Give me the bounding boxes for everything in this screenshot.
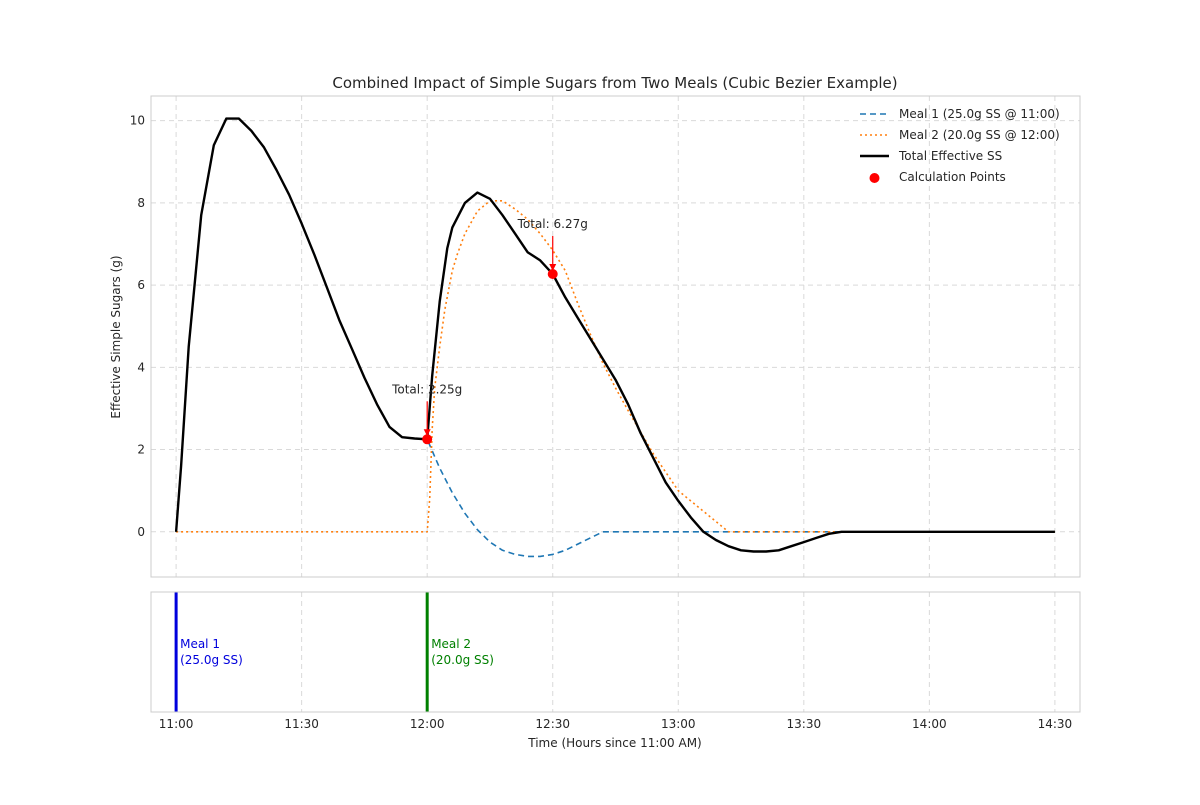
bottom-plot-frame	[150, 591, 1081, 713]
calculation-point-1	[547, 269, 558, 280]
x-tick-label-4: 13:00	[661, 717, 696, 731]
annotation-label-0: Total: 2.25g	[391, 382, 462, 396]
y-tick-label-5: 10	[130, 114, 145, 128]
legend-label-3: Calculation Points	[899, 170, 1006, 184]
annotation-arrow-head-1	[549, 264, 557, 272]
y-tick-label-4: 8	[137, 196, 145, 210]
calculation-points-group: Total: 2.25g Total: 6.27g	[391, 217, 588, 445]
meal-markers-group: Meal 1 (25.0g SS) Meal 2 (20.0g SS)	[174, 592, 494, 712]
series-line-2	[174, 117, 1055, 553]
x-axis-label: Time (Hours since 11:00 AM)	[527, 736, 701, 750]
legend-label-1: Meal 2 (20.0g SS @ 12:00)	[899, 128, 1060, 142]
x-tick-label-3: 12:30	[535, 717, 570, 731]
y-tick-labels: 0 2 4 6 8 10	[130, 114, 145, 539]
annotation-arrow-head-0	[423, 429, 431, 437]
meal-marker-label-0: Meal 1	[180, 637, 220, 651]
annotation-label-1: Total: 6.27g	[517, 217, 588, 231]
x-tick-labels: 11:00 11:30 12:00 12:30 13:00 13:30 14:00 14:30	[159, 717, 1072, 731]
chart-title: Combined Impact of Simple Sugars from Tw…	[332, 74, 897, 92]
x-tick-label-6: 14:00	[912, 717, 947, 731]
x-tick-label-2: 12:00	[410, 717, 445, 731]
legend-swatch-3	[869, 173, 880, 183]
meal-marker-amount-1: (20.0g SS)	[431, 653, 494, 667]
series-line-1	[176, 200, 1055, 533]
calculation-point-0	[422, 434, 433, 445]
y-tick-label-1: 2	[137, 443, 145, 457]
x-tick-label-0: 11:00	[159, 717, 194, 731]
y-tick-label-0: 0	[137, 525, 145, 539]
x-tick-label-1: 11:30	[284, 717, 319, 731]
main-series-group	[174, 117, 1055, 558]
x-tick-label-5: 13:30	[787, 717, 822, 731]
legend-label-0: Meal 1 (25.0g SS @ 11:00)	[899, 107, 1060, 121]
y-tick-label-3: 6	[137, 278, 145, 292]
main-plot-frame	[150, 95, 1081, 578]
legend: Meal 1 (25.0g SS @ 11:00) Meal 2 (20.0g S…	[860, 107, 1060, 184]
y-axis-label: Effective Simple Sugars (g)	[109, 255, 123, 418]
meal-marker-amount-0: (25.0g SS)	[180, 653, 243, 667]
legend-label-2: Total Effective SS	[898, 149, 1002, 163]
y-tick-label-2: 4	[137, 360, 145, 374]
x-tick-label-7: 14:30	[1038, 717, 1073, 731]
meal-marker-label-1: Meal 2	[431, 637, 471, 651]
